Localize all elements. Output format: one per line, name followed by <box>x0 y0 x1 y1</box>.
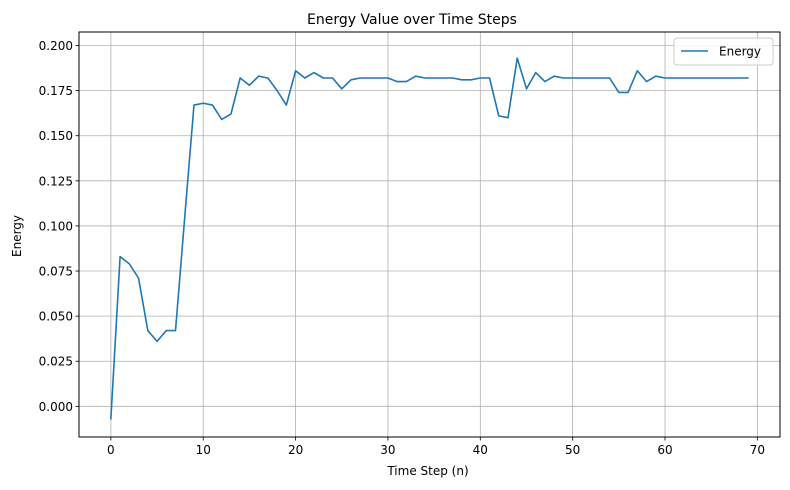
y-tick-label: 0.175 <box>39 84 73 98</box>
y-tick-label: 0.000 <box>39 400 73 414</box>
y-tick-label: 0.200 <box>39 39 73 53</box>
series-layer <box>110 57 749 420</box>
x-tick-label: 70 <box>750 443 765 457</box>
legend: Energy <box>673 37 774 66</box>
x-tick-label: 30 <box>380 443 395 457</box>
grid-lines <box>79 32 780 437</box>
x-tick-label: 40 <box>473 443 488 457</box>
y-tick-label: 0.050 <box>39 310 73 324</box>
plot-frame <box>78 31 781 438</box>
x-axis-ticks: 0 10 20 30 40 50 60 70 <box>107 437 765 457</box>
x-tick-label: 0 <box>107 443 115 457</box>
series-line-energy <box>110 57 749 420</box>
legend-box <box>673 37 774 66</box>
x-tick-label: 60 <box>657 443 672 457</box>
x-tick-label: 20 <box>288 443 303 457</box>
y-tick-label: 0.150 <box>39 129 73 143</box>
chart-title: Energy Value over Time Steps <box>307 12 517 28</box>
legend-entry-energy: Energy <box>719 45 761 59</box>
y-tick-label: 0.025 <box>39 355 73 369</box>
x-tick-label: 50 <box>565 443 580 457</box>
y-axis-ticks: 0.000 0.025 0.050 0.075 0.100 0.125 0.150 0.175… <box>39 39 79 414</box>
x-axis-label: Time Step (n) <box>386 464 468 478</box>
x-tick-label: 10 <box>196 443 211 457</box>
y-tick-label: 0.075 <box>39 265 73 279</box>
y-axis-label: Energy <box>10 215 24 257</box>
y-tick-label: 0.100 <box>39 219 73 233</box>
y-tick-label: 0.125 <box>39 174 73 188</box>
